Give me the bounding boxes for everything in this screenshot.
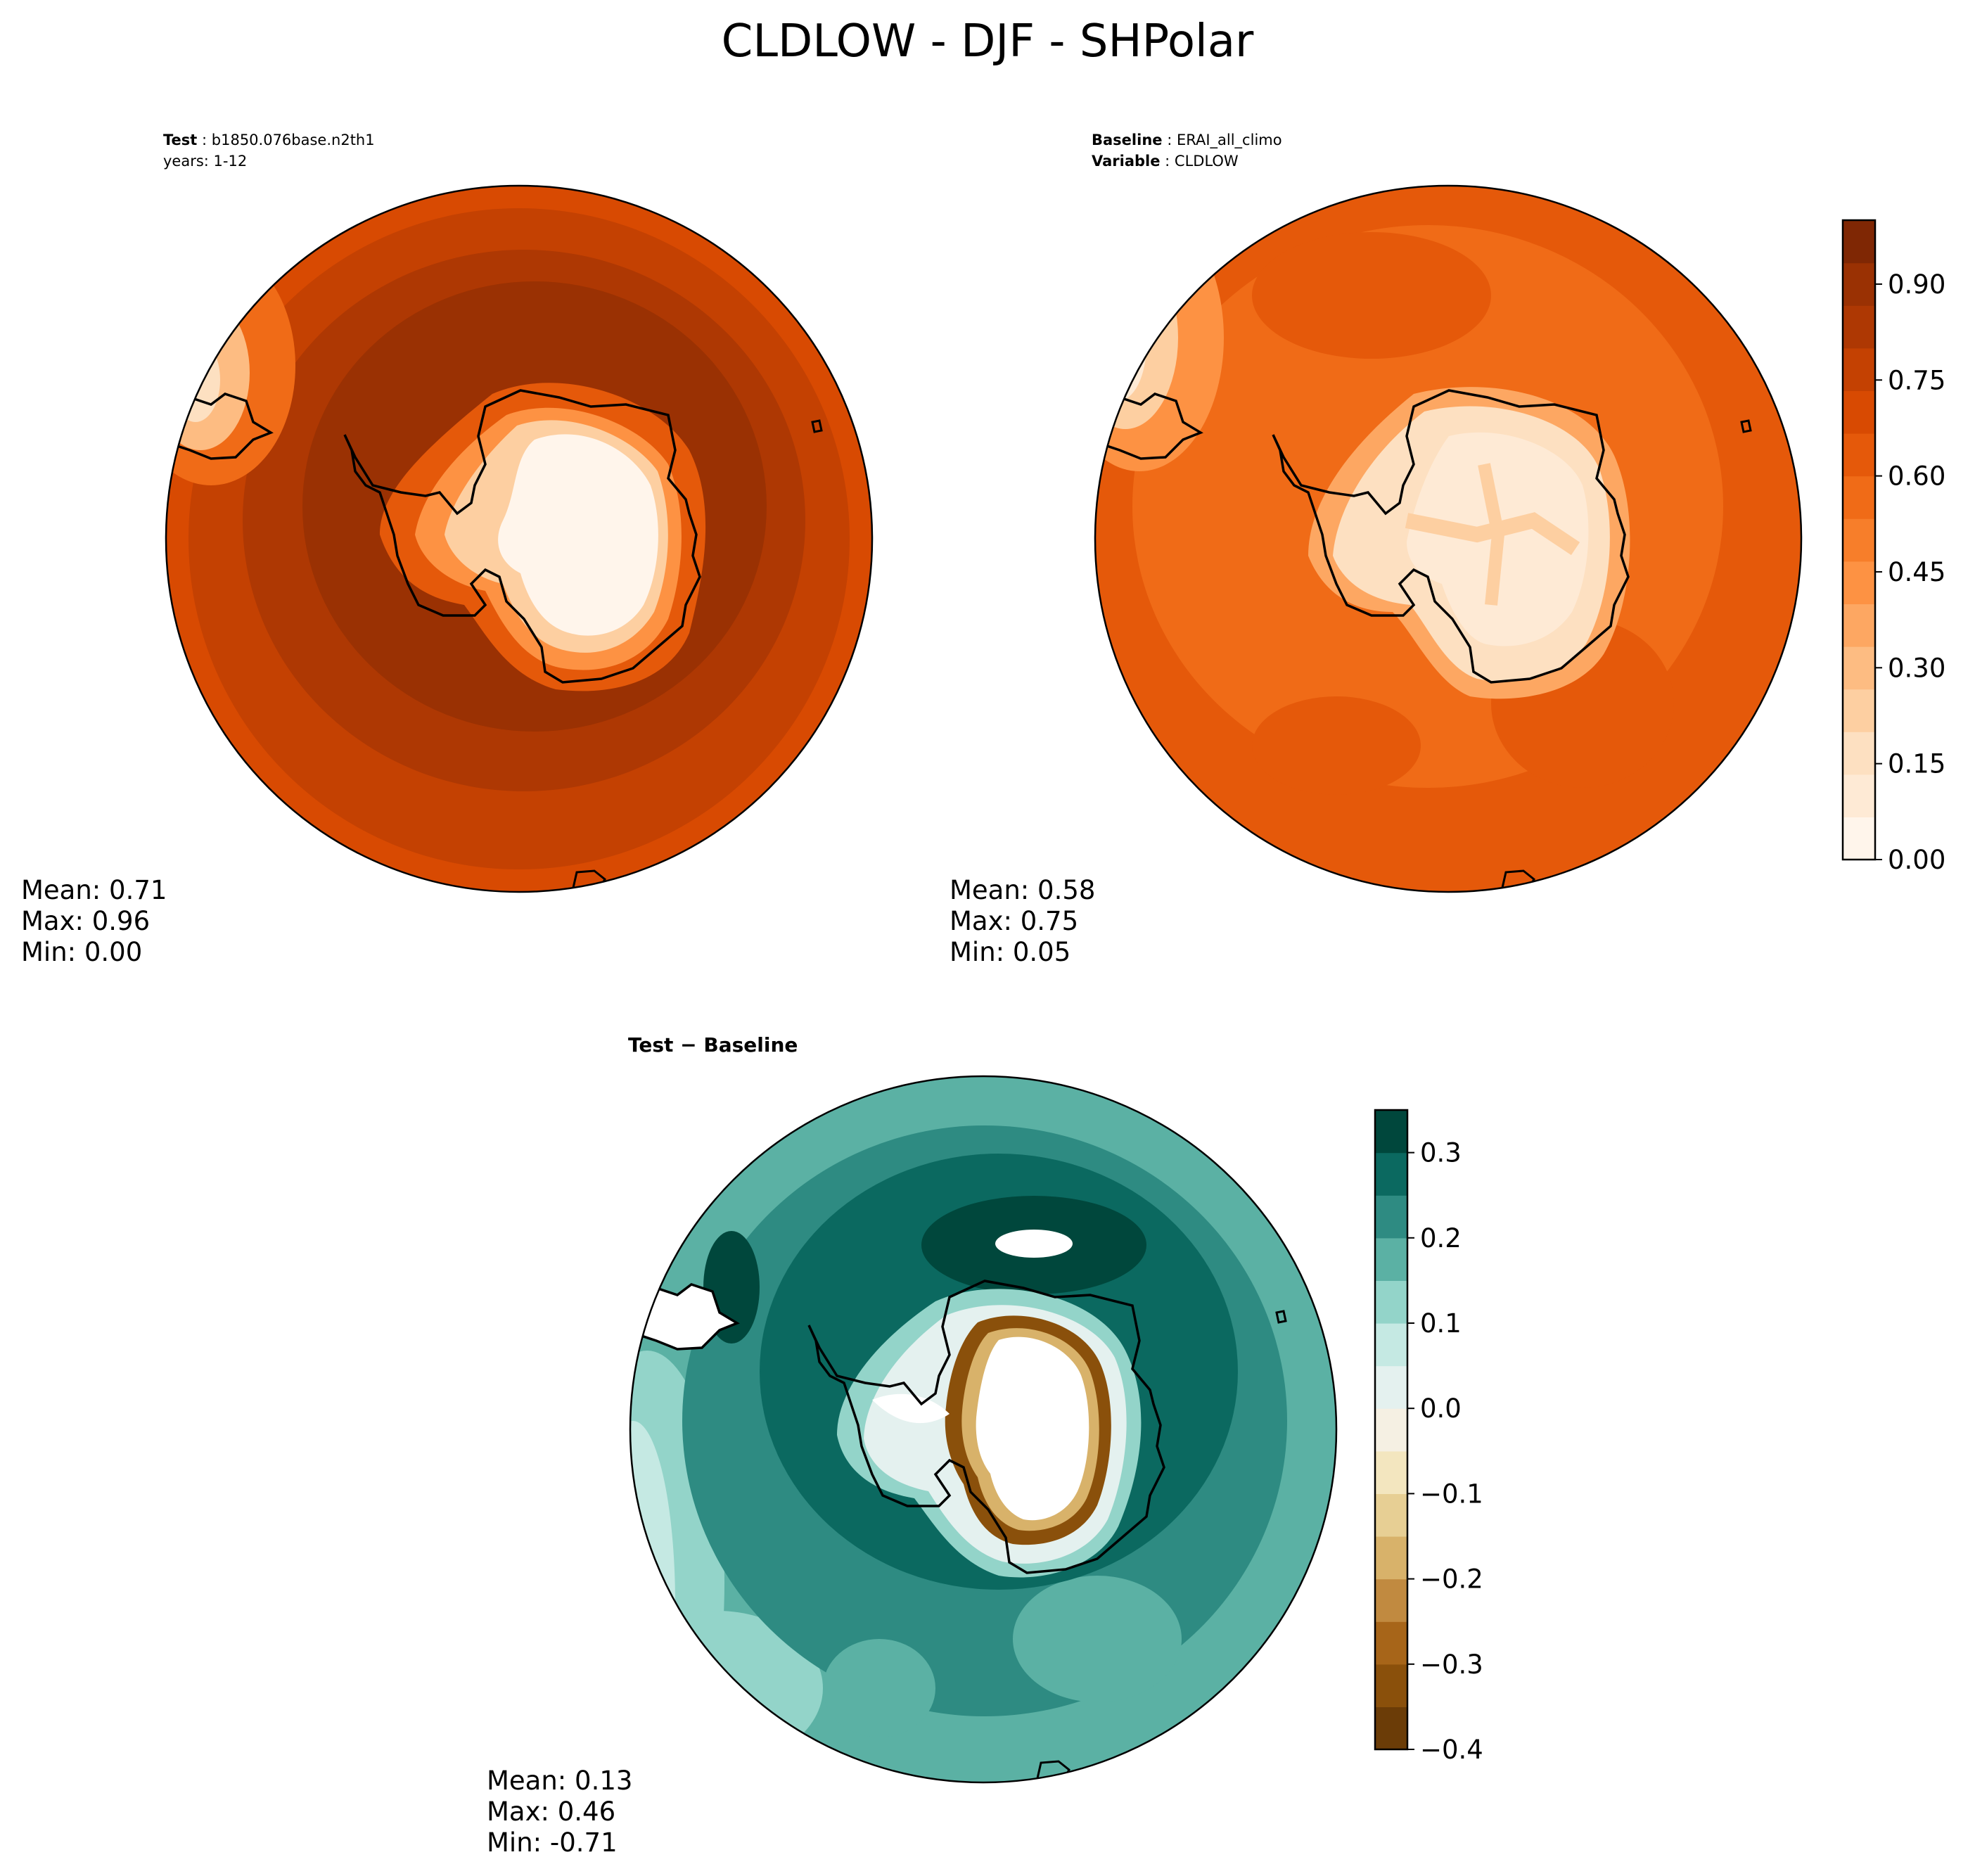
baseline-mean: Mean: 0.58	[950, 875, 1095, 905]
baseline-coastline-antarctica	[1272, 389, 1630, 684]
baseline-caption-line-2: Variable : CLDLOW	[1092, 153, 1239, 170]
colorbar-field-segment	[1843, 390, 1875, 434]
colorbar-field-segment	[1843, 262, 1875, 306]
colorbar-field-segment	[1843, 732, 1875, 775]
difference-map-boundary	[629, 1075, 1338, 1784]
figure-title: CLDLOW - DJF - SHPolar	[722, 15, 1254, 68]
colorbar-field-tick-label: 0.15	[1888, 749, 1945, 779]
colorbar-diff-segment	[1375, 1365, 1407, 1409]
colorbar-field-segment	[1843, 518, 1875, 562]
colorbar-diff-segment	[1375, 1152, 1407, 1196]
baseline-max: Max: 0.75	[950, 906, 1078, 936]
colorbar-field-segment	[1843, 774, 1875, 817]
test-antarctica-interior	[498, 434, 658, 636]
colorbar-diff-segment	[1375, 1110, 1407, 1154]
colorbar-field-tick-label: 0.90	[1888, 269, 1945, 300]
test-coastline-south-america	[166, 393, 274, 460]
test-caption-key: Test	[163, 132, 197, 148]
colorbar-diff-segment	[1375, 1450, 1407, 1494]
test-min: Min: 0.00	[21, 937, 142, 967]
colorbar-diff-tick-label: −0.2	[1420, 1564, 1483, 1595]
colorbar-diff-tick-label: 0.2	[1420, 1223, 1462, 1253]
colorbar-diff-tick-label: −0.1	[1420, 1479, 1483, 1509]
colorbar-diff-tick-label: 0.0	[1420, 1393, 1462, 1424]
test-map-boundary	[165, 184, 874, 893]
colorbar-diff-segment	[1375, 1280, 1407, 1324]
colorbar-field-segment	[1843, 476, 1875, 519]
test-caption-line-2: years: 1-12	[163, 153, 247, 170]
panel-baseline: Baseline : ERAI_all_climo Variable : CLD…	[950, 132, 1803, 967]
colorbar-field-tick-label: 0.75	[1888, 365, 1945, 395]
difference-map	[630, 1076, 1336, 1782]
test-caption-line-1: Test : b1850.076base.n2th1	[163, 132, 375, 148]
panel-test: Test : b1850.076base.n2th1 years: 1-12 M…	[21, 132, 874, 967]
test-max: Max: 0.96	[21, 906, 150, 936]
colorbar-field-segment	[1843, 433, 1875, 477]
colorbar-diff-segment	[1375, 1621, 1407, 1665]
baseline-caption-line-1: Baseline : ERAI_all_climo	[1092, 132, 1282, 149]
baseline-coastline-south-america	[1095, 393, 1203, 460]
colorbar-field-segment	[1843, 561, 1875, 604]
baseline-caption-key-1: Baseline	[1092, 132, 1163, 148]
colorbar-diff-segment	[1375, 1237, 1407, 1281]
colorbar-field-segment	[1843, 817, 1875, 860]
colorbar-diff-tick-label: 0.1	[1420, 1308, 1462, 1339]
colorbar-field-segment	[1843, 220, 1875, 264]
colorbar-field-segment	[1843, 305, 1875, 349]
difference-coastline-antarctica	[807, 1280, 1165, 1574]
test-mean: Mean: 0.71	[21, 875, 167, 905]
colorbar-diff-tick-label: −0.3	[1420, 1650, 1483, 1680]
test-caption-value: b1850.076base.n2th1	[212, 132, 375, 148]
baseline-caption-value-1: ERAI_all_climo	[1177, 132, 1282, 149]
test-coastline-antarctica	[343, 389, 701, 684]
colorbar-diff-segment	[1375, 1536, 1407, 1580]
colorbar-diff-segment	[1375, 1493, 1407, 1537]
colorbar-diff-segment	[1375, 1578, 1407, 1622]
baseline-caption-key-2: Variable	[1092, 153, 1160, 170]
colorbar-field-frame	[1841, 219, 1877, 861]
colorbar-diff: −0.4 −0.3 −0.2 −0.1 0.0 0.1 0.2 0.3	[1374, 1109, 1483, 1765]
difference-antarctica-white	[976, 1336, 1089, 1521]
colorbar-diff-segment	[1375, 1664, 1407, 1707]
colorbar-field-tick-label: 0.45	[1888, 557, 1945, 587]
colorbar-field-segment	[1843, 347, 1875, 391]
colorbar-diff-tick-label: −0.4	[1420, 1735, 1483, 1765]
baseline-min: Min: 0.05	[950, 937, 1070, 967]
colorbar-field-segment	[1843, 646, 1875, 690]
test-map	[166, 186, 872, 892]
colorbar-field-tick-label: 0.60	[1888, 461, 1945, 492]
colorbar-field-tick-label: 0.30	[1888, 653, 1945, 683]
panel-difference: Test − Baseline	[487, 1033, 1338, 1858]
baseline-caption-value-2: CLDLOW	[1175, 153, 1239, 170]
baseline-map-boundary	[1094, 184, 1803, 893]
colorbar-diff-frame	[1374, 1109, 1409, 1751]
colorbar-field-tick-label: 0.00	[1888, 845, 1945, 875]
colorbar-diff-tick-label: 0.3	[1420, 1138, 1462, 1168]
colorbar-diff-segment	[1375, 1323, 1407, 1367]
colorbar-field: 0.00 0.15 0.30 0.45 0.60 0.75 0.90	[1841, 219, 1945, 875]
difference-mean: Mean: 0.13	[487, 1766, 632, 1796]
colorbar-diff-segment	[1375, 1195, 1407, 1239]
colorbar-field-segment	[1843, 604, 1875, 647]
colorbar-diff-segment	[1375, 1408, 1407, 1452]
difference-min: Min: -0.71	[487, 1827, 618, 1858]
difference-max: Max: 0.46	[487, 1797, 615, 1827]
colorbar-field-segment	[1843, 689, 1875, 732]
baseline-map	[1095, 186, 1801, 892]
difference-caption: Test − Baseline	[628, 1033, 798, 1057]
colorbar-diff-segment	[1375, 1706, 1407, 1750]
